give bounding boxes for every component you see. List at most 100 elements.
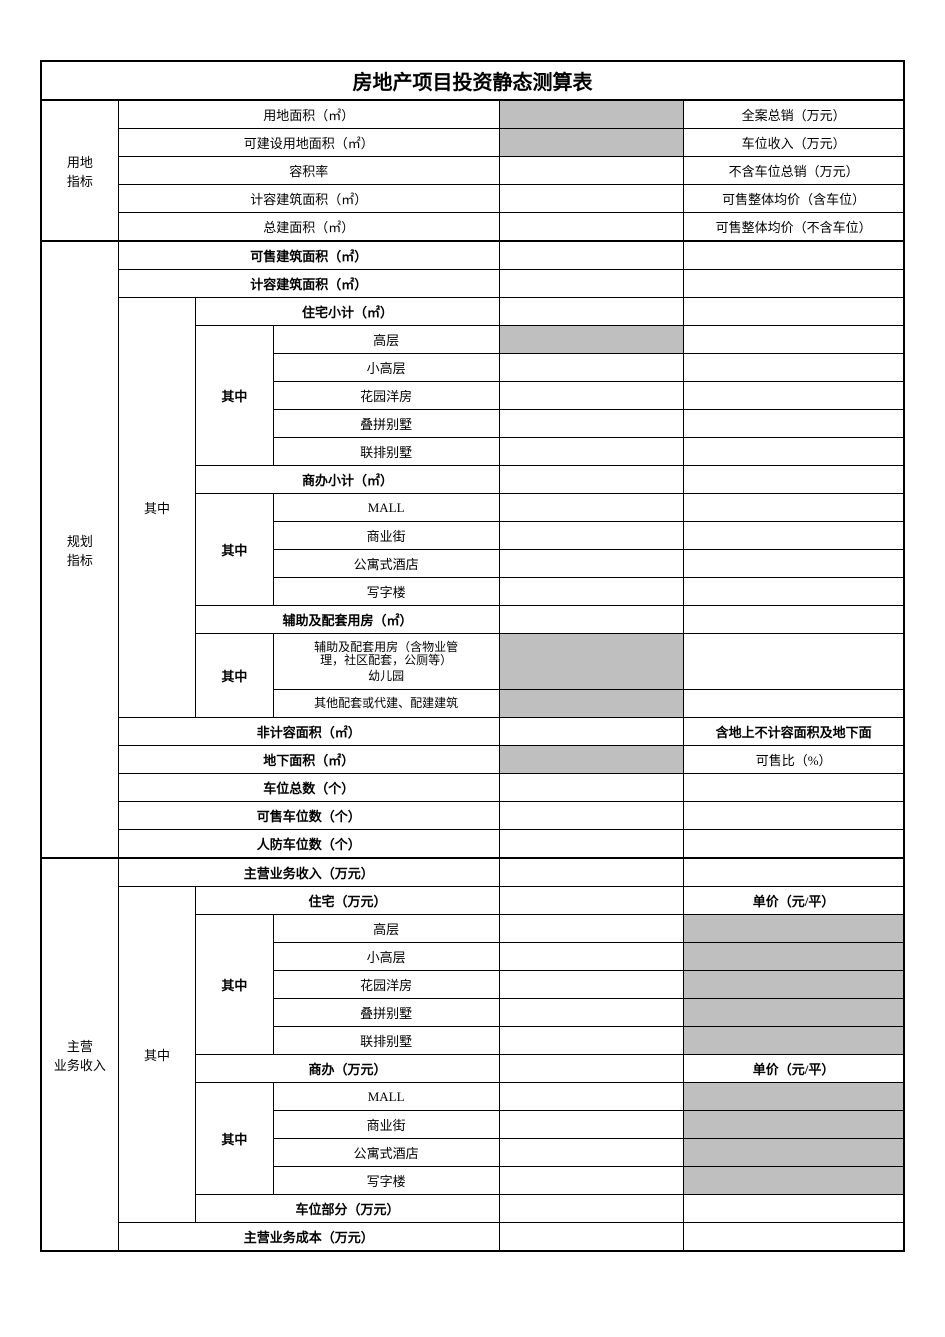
inc-com-0-val: [499, 1083, 684, 1111]
res-item-1-right: [684, 354, 904, 382]
anc-item-3-right: [684, 690, 904, 718]
inc-com-3-right: [684, 1167, 904, 1195]
income-res-qizhong: 其中: [196, 915, 273, 1055]
inc-res-1-val: [499, 943, 684, 971]
inc-com-3: 写字楼: [273, 1167, 499, 1195]
parking-saleable-label: 可售车位数（个）: [118, 802, 499, 830]
land-row-3-label: 计容建筑面积（㎡）: [118, 185, 499, 213]
inc-res-1-right: [684, 943, 904, 971]
parking-saleable-value: [499, 802, 684, 830]
income-main-right: [684, 858, 904, 887]
res-item-0-right: [684, 326, 904, 354]
res-item-1-val: [499, 354, 684, 382]
com-item-1-right: [684, 522, 904, 550]
inc-res-0: 高层: [273, 915, 499, 943]
inc-res-4-val: [499, 1027, 684, 1055]
income-com-subtotal: 商办（万元）: [196, 1055, 500, 1083]
com-item-0: MALL: [273, 494, 499, 522]
ancillary-subtotal-right: [684, 606, 904, 634]
inc-com-1: 商业街: [273, 1111, 499, 1139]
income-cost-val: [499, 1223, 684, 1252]
inc-res-0-val: [499, 915, 684, 943]
land-row-4-right: 可售整体均价（不含车位）: [684, 213, 904, 242]
table-title: 房地产项目投资静态测算表: [41, 61, 904, 100]
residential-subtotal-value: [499, 298, 684, 326]
inc-res-2: 花园洋房: [273, 971, 499, 999]
res-item-1: 小高层: [273, 354, 499, 382]
parking-defense-label: 人防车位数（个）: [118, 830, 499, 859]
section-planning-header: 规划 指标: [41, 241, 118, 858]
res-item-4-val: [499, 438, 684, 466]
residential-qizhong: 其中: [196, 326, 273, 466]
res-item-0: 高层: [273, 326, 499, 354]
com-item-0-right: [684, 494, 904, 522]
com-item-2-val: [499, 550, 684, 578]
inc-res-2-val: [499, 971, 684, 999]
land-row-4-label: 总建面积（㎡）: [118, 213, 499, 242]
residential-subtotal-right: [684, 298, 904, 326]
inc-com-2-right: [684, 1139, 904, 1167]
inc-res-1: 小高层: [273, 943, 499, 971]
inc-com-3-val: [499, 1167, 684, 1195]
commercial-subtotal: 商办小计（㎡）: [196, 466, 500, 494]
income-res-subtotal-val: [499, 887, 684, 915]
commercial-qizhong: 其中: [196, 494, 273, 606]
nonratio-value: [499, 718, 684, 746]
ancillary-subtotal: 辅助及配套用房（㎡）: [196, 606, 500, 634]
income-main-value: [499, 858, 684, 887]
inc-com-2-val: [499, 1139, 684, 1167]
income-res-unit: 单价（元/平）: [684, 887, 904, 915]
land-row-2-label: 容积率: [118, 157, 499, 185]
anc-item-1-right: [684, 634, 904, 690]
res-item-2-right: [684, 382, 904, 410]
ancillary-subtotal-value: [499, 606, 684, 634]
planning-ratio-value: [499, 270, 684, 298]
inc-com-0: MALL: [273, 1083, 499, 1111]
land-row-1-value: [499, 129, 684, 157]
income-com-subtotal-val: [499, 1055, 684, 1083]
underground-right: 可售比（%）: [684, 746, 904, 774]
income-main-label: 主营业务收入（万元）: [118, 858, 499, 887]
inc-res-3: 叠拼别墅: [273, 999, 499, 1027]
com-item-1-val: [499, 522, 684, 550]
inc-com-1-val: [499, 1111, 684, 1139]
inc-res-3-val: [499, 999, 684, 1027]
land-row-0-label: 用地面积（㎡）: [118, 100, 499, 129]
planning-saleable-right: [684, 241, 904, 270]
land-row-0-value: [499, 100, 684, 129]
res-item-3-val: [499, 410, 684, 438]
inc-res-3-right: [684, 999, 904, 1027]
res-item-2-val: [499, 382, 684, 410]
com-item-0-val: [499, 494, 684, 522]
com-item-3-val: [499, 578, 684, 606]
res-item-3-right: [684, 410, 904, 438]
inc-res-0-right: [684, 915, 904, 943]
income-cost-right: [684, 1223, 904, 1252]
parking-total-value: [499, 774, 684, 802]
income-parking-right: [684, 1195, 904, 1223]
residential-subtotal: 住宅小计（㎡）: [196, 298, 500, 326]
anc-item-1-val: [499, 634, 684, 690]
inc-res-4-right: [684, 1027, 904, 1055]
land-row-0-right: 全案总销（万元）: [684, 100, 904, 129]
inc-com-2: 公寓式酒店: [273, 1139, 499, 1167]
land-row-2-value: [499, 157, 684, 185]
section-income-header: 主营 业务收入: [41, 858, 118, 1251]
planning-qizhong: 其中: [118, 298, 195, 718]
anc-item-1b-2: 理，社区配套，公厕等） 幼儿园: [273, 662, 499, 690]
nonratio-label: 非计容面积（㎡）: [118, 718, 499, 746]
anc-item-3-val: [499, 690, 684, 718]
land-row-2-right: 不含车位总销（万元）: [684, 157, 904, 185]
planning-saleable-value: [499, 241, 684, 270]
inc-res-4: 联排别墅: [273, 1027, 499, 1055]
income-com-unit: 单价（元/平）: [684, 1055, 904, 1083]
anc-item-3: 其他配套或代建、配建建筑: [273, 690, 499, 718]
land-row-1-right: 车位收入（万元）: [684, 129, 904, 157]
income-parking-val: [499, 1195, 684, 1223]
parking-total-right: [684, 774, 904, 802]
income-qizhong: 其中: [118, 887, 195, 1223]
com-item-1: 商业街: [273, 522, 499, 550]
nonratio-right: 含地上不计容面积及地下面: [684, 718, 904, 746]
inc-com-0-right: [684, 1083, 904, 1111]
com-item-2-right: [684, 550, 904, 578]
